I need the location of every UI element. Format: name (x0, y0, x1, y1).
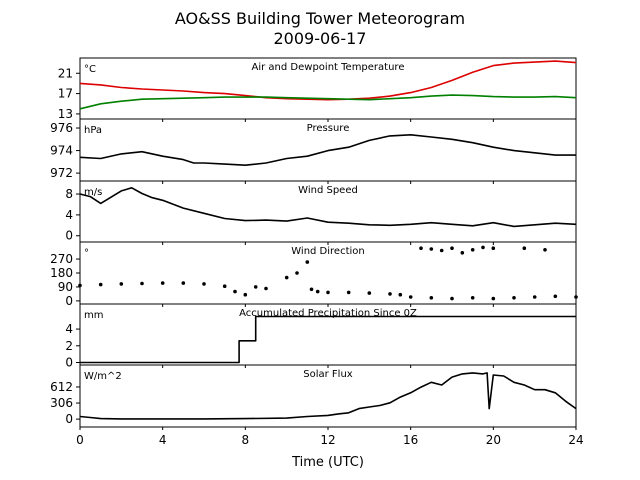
data-point (346, 290, 351, 295)
data-point (222, 284, 227, 289)
y-tick-label: 13 (58, 107, 73, 121)
data-point (367, 291, 372, 295)
panel-unit: hPa (84, 125, 102, 136)
data-point (398, 292, 403, 297)
data-point (574, 295, 578, 299)
panel-title: Wind Direction (291, 246, 365, 257)
data-point (491, 296, 496, 301)
y-tick-label: 17 (58, 87, 73, 101)
panel-title: Air and Dewpoint Temperature (252, 62, 405, 73)
data-point (419, 246, 423, 250)
y-tick-label: 972 (50, 166, 73, 180)
data-point (491, 246, 496, 250)
panel-title: Solar Flux (303, 369, 353, 380)
data-point (450, 246, 454, 250)
data-point (202, 282, 206, 286)
y-tick-label: 180 (50, 266, 73, 280)
data-point (553, 294, 558, 299)
x-tick-label: 24 (568, 433, 583, 447)
panel-unit: W/m^2 (84, 371, 122, 382)
panel-title: Wind Speed (298, 185, 358, 196)
series-line (79, 372, 577, 420)
data-point (140, 281, 144, 286)
data-point (233, 289, 237, 294)
panel-unit: m/s (84, 187, 102, 198)
data-point (264, 286, 268, 291)
panel-wind-speed: Wind Speed m/s (79, 180, 577, 243)
data-point (460, 251, 465, 255)
panel-solar-flux: Solar Flux W/m^2 (79, 364, 577, 428)
data-point (78, 283, 82, 288)
data-point (512, 296, 516, 300)
series-line (80, 315, 576, 364)
data-point (243, 292, 248, 297)
y-tick-label: 976 (50, 121, 73, 135)
data-point (253, 285, 258, 289)
y-tick-label: 270 (50, 252, 73, 266)
data-point (119, 282, 124, 286)
data-point (532, 295, 537, 299)
y-tick-label: 4 (65, 208, 73, 222)
figure-title: AO&SS Building Tower Meteorogram (175, 9, 465, 28)
y-tick-label: 4 (65, 322, 73, 336)
data-point (315, 289, 320, 294)
data-point (388, 292, 392, 296)
data-point (305, 260, 310, 264)
panel-title: Accumulated Precipitation Since 0Z (239, 308, 417, 319)
series-line (79, 94, 577, 110)
data-point (543, 248, 547, 252)
panel-unit: mm (84, 310, 103, 321)
y-tick-label: 306 (50, 396, 73, 410)
data-point (98, 282, 103, 287)
series-line (79, 134, 576, 166)
panel-precipitation: Accumulated Precipitation Since 0Z mm (79, 303, 577, 366)
data-point (326, 290, 330, 295)
x-axis-label: Time (UTC) (291, 455, 364, 470)
data-point (408, 295, 413, 299)
x-tick-label: 20 (486, 433, 501, 447)
x-tick-label: 12 (320, 433, 335, 447)
x-tick-label: 8 (242, 433, 250, 447)
data-point (481, 245, 485, 250)
y-tick-label: 0 (65, 355, 73, 369)
data-point (429, 247, 434, 251)
x-tick-label: 16 (403, 433, 418, 447)
data-point (284, 275, 289, 280)
series-line (79, 187, 577, 228)
y-tick-label: 0 (65, 412, 73, 426)
data-point (309, 287, 314, 292)
figure-subtitle: 2009-06-17 (274, 29, 367, 48)
panel-unit: ° (84, 248, 89, 259)
x-tick-label: 4 (159, 433, 167, 447)
y-tick-label: 612 (50, 380, 73, 394)
series-line (79, 60, 577, 101)
x-tick-label: 0 (76, 433, 84, 447)
y-tick-label: 8 (65, 187, 73, 201)
data-point (295, 271, 299, 275)
y-tick-label: 0 (65, 229, 73, 243)
y-tick-label: 21 (58, 66, 73, 80)
panel-temperature: Air and Dewpoint Temperature °C (79, 57, 577, 120)
y-tick-label: 90 (58, 280, 73, 294)
data-point (181, 281, 186, 285)
panel-wind-direction: Wind Direction ° (79, 241, 577, 305)
data-point (450, 296, 454, 301)
panel-title: Pressure (307, 123, 350, 134)
data-point (439, 248, 444, 253)
data-point (470, 296, 475, 300)
y-tick-label: 0 (65, 294, 73, 308)
panel-unit: °C (84, 64, 96, 75)
y-tick-label: 2 (65, 339, 73, 353)
data-point (429, 296, 434, 300)
y-tick-label: 974 (50, 144, 73, 158)
data-point (470, 248, 475, 252)
data-point (522, 246, 527, 250)
data-point (160, 281, 165, 285)
